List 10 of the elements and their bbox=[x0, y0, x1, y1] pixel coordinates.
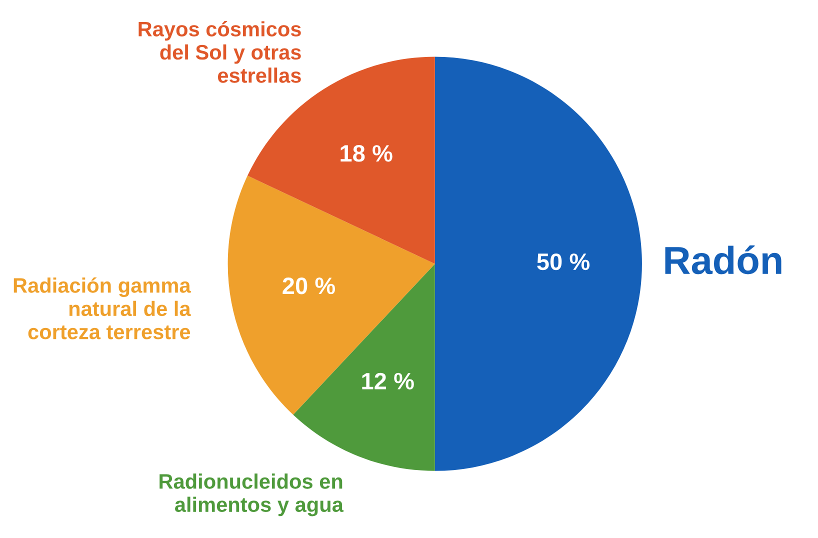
data-label: 12 % bbox=[362, 372, 414, 390]
slice-label: Rayos cósmicos del Sol y otras estrellas bbox=[138, 21, 301, 83]
slice-label: Radiación gamma natural de la corteza terrestre bbox=[14, 277, 191, 340]
pie-slice bbox=[228, 176, 435, 415]
slice-label: Radón bbox=[665, 245, 782, 274]
slice-label: Radionucleidos en alimentos y agua bbox=[160, 474, 344, 516]
pie-slice bbox=[434, 56, 642, 471]
data-label: 50 % bbox=[537, 253, 590, 270]
data-label: 18 % bbox=[340, 145, 392, 162]
data-label: 20 % bbox=[282, 278, 336, 294]
